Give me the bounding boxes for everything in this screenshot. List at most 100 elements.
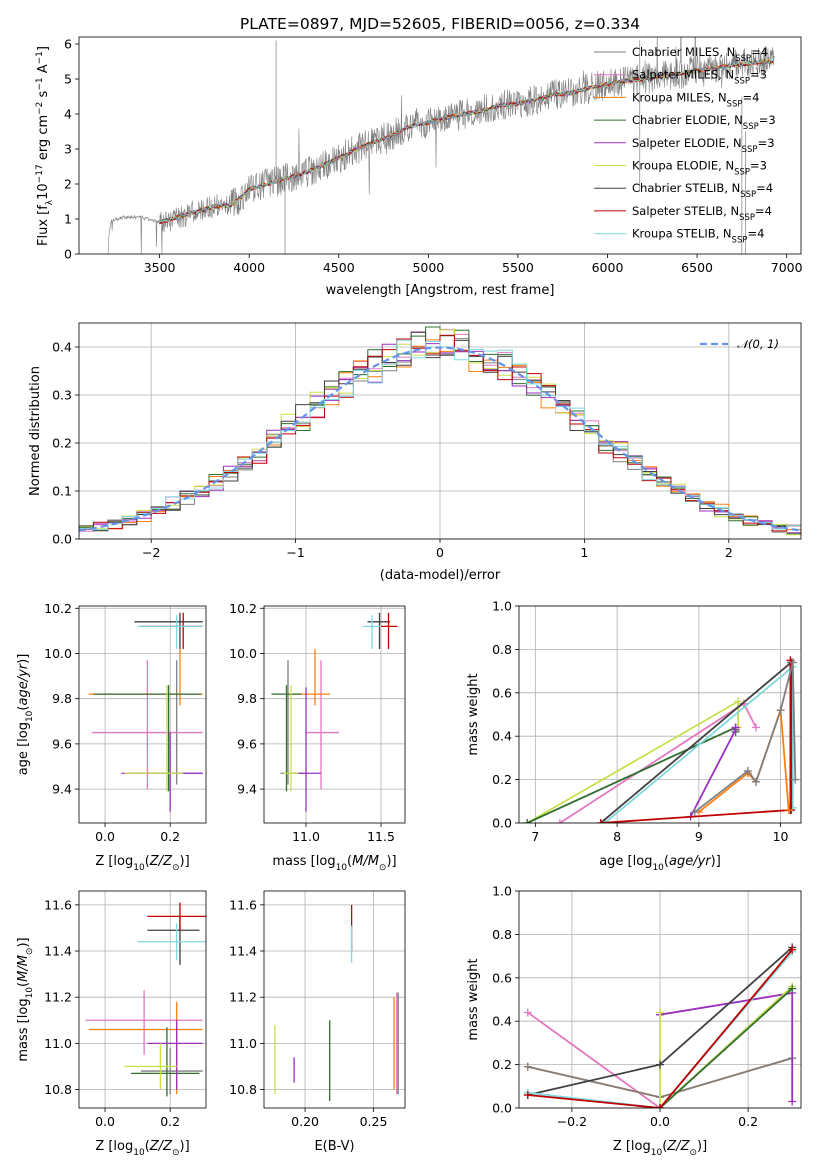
x-tick-label: 0.25 xyxy=(360,1114,388,1129)
model-curve-kroupa_stelib xyxy=(159,58,774,223)
y-tick-label: 1.0 xyxy=(492,599,512,614)
legend-label-salpeter_elodie: Salpeter ELODIE, NSSP=3 xyxy=(632,136,775,155)
y-tick-label: 9.4 xyxy=(52,782,72,797)
panel-mass_weight_vs_Z: −0.2 0.0 0.2 0.0 0.2 0.4 0.6 0.8 1.0 Z [log10(Z/Z… xyxy=(466,884,802,1158)
x-tick-label: 0.20 xyxy=(291,1114,319,1129)
y-axis-label: age [log10(age/yr)] xyxy=(16,654,35,776)
errorbar-chabrier_stelib xyxy=(147,916,200,965)
histogram-kroupa_stelib xyxy=(79,339,801,532)
marker xyxy=(788,1097,797,1106)
legend-label-kroupa_elodie: Kroupa ELODIE, NSSP=3 xyxy=(632,159,767,178)
x-tick-label: 6000 xyxy=(592,260,624,275)
marker xyxy=(784,805,793,814)
x-tick-label: 11.5 xyxy=(367,829,395,844)
axes-frame xyxy=(263,605,406,824)
marker xyxy=(523,1062,532,1071)
plot-area xyxy=(85,902,206,1097)
y-tick-label: 0.8 xyxy=(492,927,512,942)
y-tick-label: 10.8 xyxy=(229,1082,257,1097)
marker xyxy=(523,1008,532,1017)
y-tick-label: 1.0 xyxy=(492,884,512,899)
y-tick-label: 9.6 xyxy=(237,736,257,751)
marker xyxy=(656,1104,664,1108)
model-curve-salpeter_stelib xyxy=(159,60,774,224)
y-tick-label: 11.2 xyxy=(44,990,72,1005)
marker xyxy=(734,697,743,706)
series-chabrier_miles xyxy=(690,658,800,817)
x-tick-label: 5000 xyxy=(412,260,444,275)
errorbar-chabrier_miles xyxy=(140,1047,203,1095)
marker xyxy=(596,819,605,823)
x-tick-label: −1 xyxy=(286,545,304,560)
x-tick-label: 4000 xyxy=(233,260,265,275)
errorbar-chabrier_elodie xyxy=(271,685,302,792)
plot-area xyxy=(105,37,775,254)
y-axis-label: mass weight xyxy=(466,673,481,755)
y-tick-label: 0.2 xyxy=(52,436,72,451)
plot-area xyxy=(523,943,797,1108)
y-tick-label: 0.3 xyxy=(52,388,72,403)
errorbar-kroupa_miles xyxy=(88,1001,203,1095)
x-tick-label: 4500 xyxy=(323,260,355,275)
x-tick-label: 0.2 xyxy=(160,829,180,844)
x-tick-label: 11.0 xyxy=(292,829,320,844)
figure-title: PLATE=0897, MJD=52605, FIBERID=0056, z=0… xyxy=(240,15,640,33)
y-tick-label: 0 xyxy=(64,247,72,262)
x-tick-label: 6500 xyxy=(681,260,713,275)
y-tick-label: 1 xyxy=(64,212,72,227)
errorbar-chabrier_elodie xyxy=(131,1027,200,1097)
y-tick-label: 6 xyxy=(64,37,72,52)
y-tick-label: 0.6 xyxy=(492,685,512,700)
observed-spectrum xyxy=(105,37,775,254)
marker xyxy=(523,819,532,823)
errorbar-salpeter_elodie xyxy=(147,1020,203,1090)
errorbar-chabrier_stelib xyxy=(134,612,203,649)
x-axis-label: E(B-V) xyxy=(314,1139,354,1154)
marker xyxy=(656,1060,664,1069)
marker xyxy=(788,945,797,954)
legend-label-kroupa_stelib: Kroupa STELIB, NSSP=4 xyxy=(632,227,764,246)
y-axis-label: Flux [fλ10−17 erg cm−2 s−1 A−1] xyxy=(35,46,55,246)
x-axis-label: (data-model)/error xyxy=(380,568,501,583)
y-axis-label: Normed distribution xyxy=(28,366,43,496)
y-tick-label: 0.4 xyxy=(492,1014,512,1029)
marker xyxy=(776,706,785,715)
plot-area xyxy=(523,656,800,823)
y-tick-label: 0.1 xyxy=(52,484,72,499)
y-tick-label: 0.4 xyxy=(492,729,512,744)
panel-age_vs_Z: 0.0 0.2 9.4 9.6 9.8 10.0 10.2 Z [log10(Z/Z⊙)] ag… xyxy=(16,601,207,873)
marker xyxy=(788,984,797,993)
x-tick-label: 7 xyxy=(531,829,539,844)
y-tick-label: 10.0 xyxy=(229,646,257,661)
y-tick-label: 11.0 xyxy=(229,1036,257,1051)
errorbar-kroupa_elodie xyxy=(283,685,299,792)
y-tick-label: 10.2 xyxy=(229,601,257,616)
legend-label-salpeter_stelib: Salpeter STELIB, NSSP=4 xyxy=(632,204,772,223)
y-tick-label: 0.2 xyxy=(492,772,512,787)
plot-area xyxy=(274,904,399,1102)
errorbar-kroupa_stelib xyxy=(137,615,203,649)
x-tick-label: 10 xyxy=(773,829,789,844)
errorbar-salpeter_elodie xyxy=(291,687,321,812)
errorbar-salpeter_miles xyxy=(92,660,203,790)
x-tick-label: 5500 xyxy=(502,260,534,275)
axes-frame xyxy=(78,36,802,255)
y-tick-label: 0.4 xyxy=(52,340,72,355)
series-salpeter_stelib xyxy=(523,945,797,1108)
marker xyxy=(731,723,740,732)
marker xyxy=(743,766,752,775)
gaussian-reference-curve xyxy=(79,346,801,532)
errorbar-kroupa_stelib xyxy=(137,923,206,961)
marker xyxy=(523,1090,532,1099)
legend-label-chabrier_stelib: Chabrier STELIB, NSSP=4 xyxy=(632,181,773,200)
x-tick-label: 1 xyxy=(580,545,588,560)
x-axis-label: Z [log10(Z/Z⊙)] xyxy=(95,854,189,873)
axes-frame xyxy=(78,890,207,1109)
legend-label-chabrier_elodie: Chabrier ELODIE, NSSP=3 xyxy=(632,113,776,132)
y-tick-label: 11.4 xyxy=(44,944,72,959)
x-tick-label: 0.2 xyxy=(160,1114,180,1129)
errorbar-salpeter_stelib xyxy=(140,612,203,649)
errorbar-salpeter_miles xyxy=(85,990,203,1055)
y-tick-label: 9.8 xyxy=(52,691,72,706)
y-tick-label: 11.6 xyxy=(44,897,72,912)
